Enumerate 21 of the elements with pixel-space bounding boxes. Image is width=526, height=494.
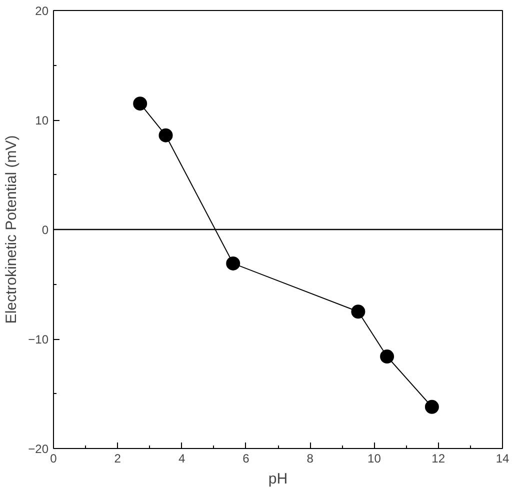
y-tick-label: −20 <box>28 442 49 456</box>
y-tick-label: 10 <box>35 114 49 128</box>
x-tick-label: 4 <box>178 452 186 466</box>
x-tick-label: 12 <box>432 452 446 466</box>
x-tick-label: 8 <box>306 452 314 466</box>
point <box>158 128 173 142</box>
point <box>424 400 439 414</box>
y-tick-label: 0 <box>42 223 49 237</box>
x-tick-label: 0 <box>50 452 58 466</box>
y-tick-label: −10 <box>28 332 49 346</box>
x-tick-label: 10 <box>368 452 382 466</box>
x-tick-label: 14 <box>496 452 510 466</box>
x-axis-title: pH <box>268 470 288 488</box>
x-tick-label: 6 <box>242 452 250 466</box>
point <box>351 304 366 319</box>
y-axis-title: Electrokinetic Potential (mV) <box>3 135 20 324</box>
x-tick-label: 2 <box>114 452 122 466</box>
point <box>380 350 394 364</box>
y-tick-label: 20 <box>35 4 49 18</box>
point <box>133 96 148 111</box>
point <box>226 256 240 270</box>
